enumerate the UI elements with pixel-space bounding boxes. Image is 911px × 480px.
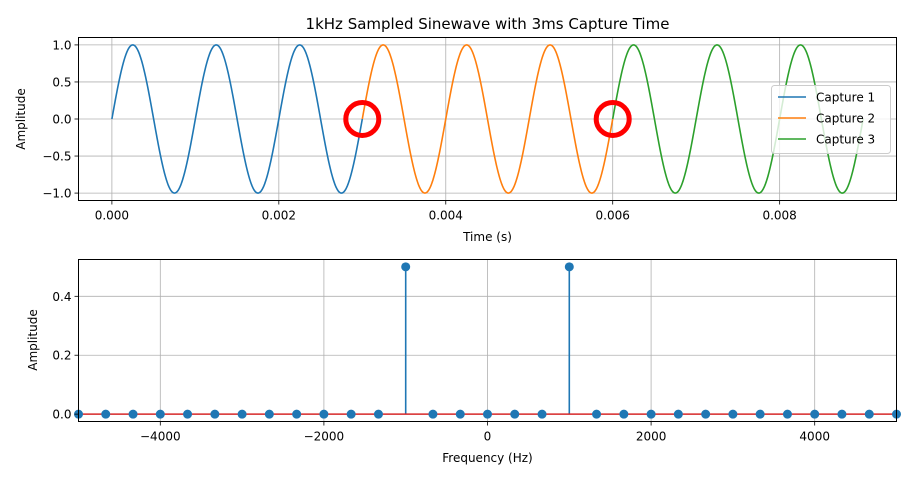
y-tick-label: 0.0 <box>52 408 71 422</box>
stem-marker <box>728 409 738 419</box>
x-tick-label: 0.004 <box>429 209 463 223</box>
stem-marker <box>782 409 792 419</box>
stem-marker <box>155 409 165 419</box>
stem-marker <box>837 409 847 419</box>
axis-ticks: −4000 −2000 0 2000 4000 0.0 0.2 0.4 <box>52 290 830 444</box>
stem-marker <box>264 409 274 419</box>
x-tick-label: −4000 <box>140 430 181 444</box>
stem-marker <box>537 409 547 419</box>
x-tick-label: 0.006 <box>596 209 630 223</box>
y-tick-label: −0.5 <box>42 150 71 164</box>
zero-crossing-marker-circle <box>343 100 382 138</box>
legend-label-capture-1: Capture 1 <box>816 91 875 105</box>
chart-title: 1kHz Sampled Sinewave with 3ms Capture T… <box>306 15 670 33</box>
x-tick-label: 2000 <box>636 430 667 444</box>
stem-marker <box>319 409 329 419</box>
stem-marker <box>864 409 874 419</box>
stem-marker <box>592 409 602 419</box>
legend-label-capture-2: Capture 2 <box>816 112 875 126</box>
stem-marker <box>564 262 574 272</box>
y-tick-label: −1.0 <box>42 187 71 201</box>
y-axis-label: Amplitude <box>14 88 28 150</box>
stem-marker <box>183 409 193 419</box>
x-tick-label: 4000 <box>799 430 830 444</box>
y-tick-label: 0.0 <box>52 113 71 127</box>
axis-ticks: 0.000 0.002 0.004 0.006 0.008 1.0 0.5 0.0 −0.5 −1… <box>42 38 796 222</box>
time-domain-chart: 1kHz Sampled Sinewave with 3ms Capture T… <box>14 15 897 244</box>
y-tick-label: 0.4 <box>52 290 71 304</box>
frequency-domain-chart: −4000 −2000 0 2000 4000 0.0 0.2 0.4 Frequency (… <box>26 259 901 465</box>
x-axis-label: Frequency (Hz) <box>442 451 533 465</box>
y-tick-label: 0.2 <box>52 349 71 363</box>
stem-marker <box>292 409 302 419</box>
stem-marker <box>237 409 247 419</box>
stem-marker <box>455 409 465 419</box>
x-tick-label: −2000 <box>304 430 345 444</box>
x-tick-label: 0.000 <box>95 209 129 223</box>
stem-marker <box>701 409 711 419</box>
stem-marker <box>810 409 820 419</box>
stem-marker <box>373 409 383 419</box>
zero-crossing-marker-circle <box>593 100 632 138</box>
annotations <box>343 100 632 138</box>
series-line-capture-2 <box>361 44 614 194</box>
y-axis-label: Amplitude <box>26 309 40 371</box>
stem-marker <box>510 409 520 419</box>
y-tick-label: 0.5 <box>52 75 71 89</box>
x-tick-label: 0.002 <box>262 209 296 223</box>
legend-box <box>771 85 891 154</box>
stem-marker <box>401 262 411 272</box>
stem-marker <box>101 409 111 419</box>
stem-marker <box>483 409 492 419</box>
grid <box>78 259 897 422</box>
x-tick-label: 0 <box>484 430 492 444</box>
stem-marker <box>673 409 683 419</box>
stem-marker <box>619 409 629 419</box>
stem-marker <box>428 409 438 419</box>
x-axis-label: Time (s) <box>462 230 512 244</box>
x-tick-label: 0.008 <box>762 209 796 223</box>
stem-marker <box>128 409 138 419</box>
stem-marker <box>755 409 765 419</box>
legend: Capture 1 Capture 2 Capture 3 <box>771 85 891 154</box>
stem-marker <box>210 409 220 419</box>
legend-label-capture-3: Capture 3 <box>816 133 875 147</box>
y-tick-label: 1.0 <box>52 38 71 52</box>
stem-marker <box>346 409 356 419</box>
series-line-capture-1 <box>111 44 364 194</box>
stem-markers <box>74 262 901 419</box>
stem-marker <box>646 409 656 419</box>
